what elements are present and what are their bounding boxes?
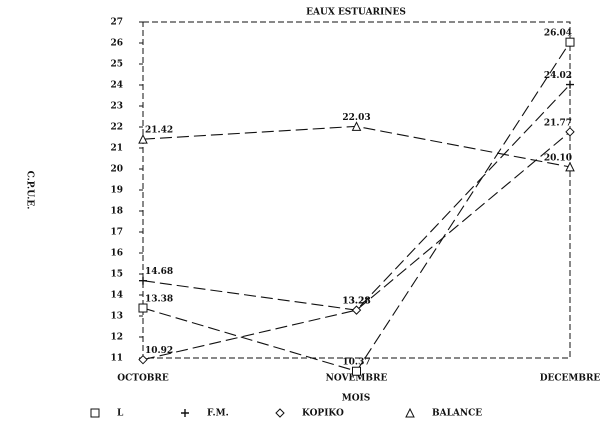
x-tick-label: NOVEMBRE [326,374,388,384]
point [138,354,148,365]
data-label: 14.68 [145,267,173,277]
data-label: 26.04 [544,29,572,39]
y-axis-label: C.P.U.E. [25,171,35,210]
data-label: 21.77 [544,118,572,128]
data-label: 22.03 [342,113,370,123]
legend-marker [90,408,100,418]
data-label: 13.28 [342,297,370,307]
plot-frame [142,21,571,359]
legend-label: KOPIKO [302,409,344,419]
y-tick-label: 21 [110,144,123,154]
y-tick-label: 25 [110,60,123,70]
point [565,161,575,172]
data-label: 21.42 [145,126,173,136]
y-tick-label: 15 [110,270,123,280]
y-tick-label: 23 [110,102,123,112]
data-label: 24.02 [544,71,572,81]
y-tick-label: 20 [110,165,123,175]
legend-marker [405,407,415,418]
y-tick-label: 27 [110,18,123,28]
y-tick-label: 17 [110,228,123,238]
y-tick-label: 24 [110,81,123,91]
point [138,134,148,144]
point [566,80,574,89]
point [565,37,575,47]
point [565,127,575,137]
y-tick-label: 22 [110,123,123,133]
point [139,276,147,285]
point [138,303,148,313]
x-tick-label: OCTOBRE [117,374,169,384]
data-label: 13.28 [342,297,370,307]
data-label: 10.92 [145,346,173,356]
y-tick-label: 26 [110,39,123,49]
y-tick-label: 14 [110,291,123,301]
series-line [142,125,571,168]
x-tick-label: DECEMBRE [540,374,600,384]
legend-label: BALANCE [432,409,482,419]
y-tick-label: 16 [110,249,123,259]
y-tick-label: 12 [110,333,123,343]
y-tick-label: 19 [110,186,123,196]
y-tick-label: 11 [110,354,123,364]
data-label: 20.10 [544,153,572,163]
y-tick-label: 18 [110,207,123,217]
legend-marker [275,408,285,418]
point [351,121,362,131]
data-label: 13.38 [145,295,173,305]
point [351,305,362,315]
x-axis-label: MOIS [342,394,371,404]
legend-label: F.M. [207,409,229,419]
series-line [142,41,571,372]
chart-title: EAUX ESTUARINES [306,8,406,18]
y-tick-label: 13 [110,312,123,322]
data-label: 10.37 [342,358,370,368]
series-line [142,131,571,361]
point [352,366,361,376]
legend-label: L [117,409,124,419]
legend-marker [181,409,189,417]
